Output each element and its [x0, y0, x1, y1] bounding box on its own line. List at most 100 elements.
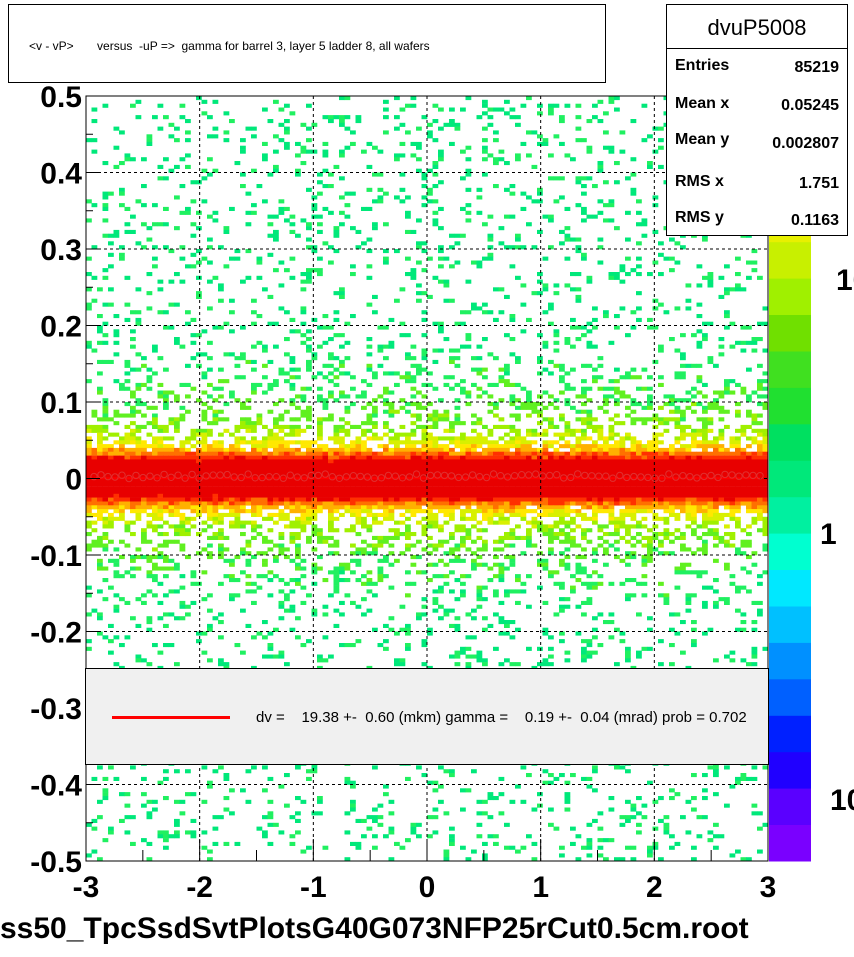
heatmap-cell	[234, 490, 241, 495]
heatmap-cell	[718, 501, 725, 506]
heatmap-cell	[256, 486, 263, 491]
heatmap-cell	[652, 532, 659, 537]
heatmap-cell	[350, 451, 356, 456]
heatmap-cell	[553, 509, 560, 514]
heatmap-cell	[443, 562, 450, 567]
heatmap-cell	[493, 555, 499, 560]
heatmap-cell	[509, 444, 516, 449]
heatmap-cell	[520, 103, 527, 108]
heatmap-cell	[174, 532, 180, 537]
heatmap-cell	[493, 130, 499, 135]
heatmap-cell	[361, 516, 367, 521]
heatmap-cell	[295, 482, 301, 487]
heatmap-cell	[603, 532, 609, 537]
heatmap-cell	[201, 329, 208, 334]
heatmap-cell	[212, 509, 219, 514]
heatmap-cell	[564, 505, 571, 510]
heatmap-cell	[603, 467, 609, 472]
heatmap-cell	[515, 405, 521, 410]
heatmap-cell	[416, 539, 422, 544]
heatmap-cell	[355, 470, 362, 475]
heatmap-cell	[372, 470, 378, 475]
heatmap-cell	[691, 451, 697, 456]
heatmap-cell	[592, 505, 598, 510]
heatmap-cell	[630, 501, 637, 506]
heatmap-cell	[647, 474, 653, 479]
heatmap-cell	[240, 482, 246, 487]
heatmap-cell	[135, 455, 142, 460]
heatmap-cell	[707, 421, 714, 426]
heatmap-cell	[317, 428, 323, 433]
heatmap-cell	[295, 562, 301, 567]
heatmap-cell	[130, 558, 136, 563]
heatmap-cell	[234, 444, 241, 449]
heatmap-cell	[663, 490, 670, 495]
heatmap-cell	[757, 394, 763, 399]
heatmap-cell	[108, 447, 114, 452]
heatmap-cell	[619, 459, 626, 464]
heatmap-cell	[141, 451, 147, 456]
heatmap-cell	[751, 436, 758, 441]
heatmap-cell	[454, 486, 461, 491]
heatmap-cell	[295, 459, 301, 464]
heatmap-cell	[201, 111, 208, 116]
heatmap-cell	[707, 417, 714, 422]
heatmap-cell	[410, 455, 417, 460]
heatmap-cell	[179, 467, 186, 472]
heatmap-cell	[663, 421, 670, 426]
heatmap-cell	[548, 528, 554, 533]
heatmap-cell	[306, 126, 312, 131]
heatmap-cell	[421, 497, 428, 502]
heatmap-cell	[113, 562, 120, 567]
heatmap-cell	[251, 386, 257, 391]
heatmap-cell	[625, 512, 631, 517]
heatmap-cell	[443, 501, 450, 506]
heatmap-cell	[421, 532, 428, 537]
heatmap-cell	[548, 474, 554, 479]
heatmap-cell	[757, 497, 763, 502]
heatmap-cell	[190, 180, 197, 185]
heatmap-cell	[674, 440, 681, 445]
heatmap-cell	[234, 470, 241, 475]
heatmap-cell	[449, 467, 455, 472]
heatmap-cell	[240, 447, 246, 452]
heatmap-cell	[498, 459, 505, 464]
heatmap-cell	[273, 424, 279, 429]
heatmap-cell	[234, 356, 241, 361]
heatmap-cell	[339, 394, 345, 399]
heatmap-cell	[344, 447, 351, 452]
heatmap-cell	[119, 161, 125, 166]
heatmap-cell	[537, 402, 543, 407]
heatmap-cell	[306, 359, 312, 364]
heatmap-cell	[97, 325, 103, 330]
heatmap-cell	[196, 428, 202, 433]
heatmap-cell	[592, 493, 598, 498]
heatmap-cell	[113, 164, 120, 169]
heatmap-cell	[278, 470, 285, 475]
heatmap-cell	[97, 390, 103, 395]
heatmap-cell	[97, 467, 103, 472]
heatmap-cell	[663, 493, 670, 498]
heatmap-cell	[443, 459, 450, 464]
heatmap-cell	[691, 402, 697, 407]
heatmap-cell	[658, 252, 664, 257]
heatmap-cell	[306, 497, 312, 502]
heatmap-cell	[108, 539, 114, 544]
heatmap-cell	[471, 470, 477, 475]
heatmap-cell	[421, 482, 428, 487]
heatmap-cell	[130, 574, 136, 579]
heatmap-cell	[537, 470, 543, 475]
heatmap-cell	[207, 509, 213, 514]
heatmap-cell	[647, 375, 653, 380]
heatmap-cell	[416, 168, 422, 173]
heatmap-cell	[405, 432, 411, 437]
heatmap-cell	[608, 145, 615, 150]
heatmap-cell	[168, 455, 175, 460]
heatmap-cell	[152, 371, 158, 376]
heatmap-cell	[498, 478, 505, 483]
heatmap-cell	[751, 493, 758, 498]
heatmap-cell	[300, 279, 307, 284]
heatmap-cell	[526, 490, 532, 495]
heatmap-cell	[680, 352, 686, 357]
heatmap-cell	[86, 455, 92, 460]
